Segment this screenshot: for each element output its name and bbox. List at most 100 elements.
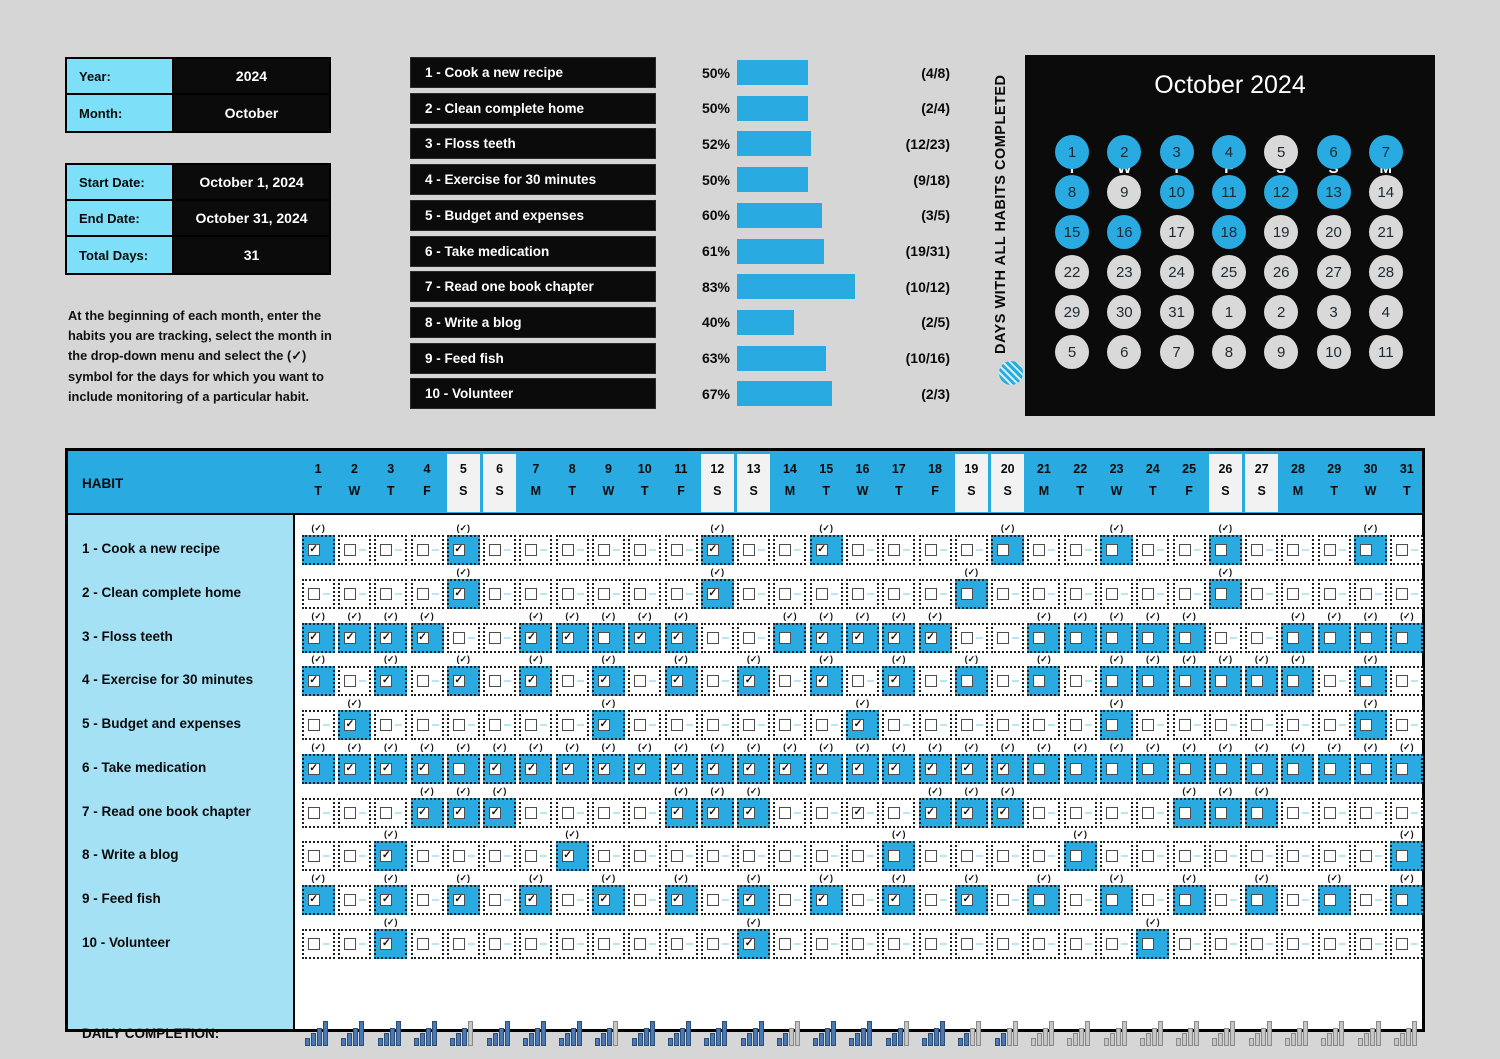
completion-checkbox[interactable] [1360,675,1373,688]
completion-checkbox[interactable]: ✓ [380,893,393,907]
completion-checkbox[interactable] [851,675,864,688]
completion-checkbox[interactable] [561,894,574,907]
completion-checkbox[interactable] [1178,675,1191,688]
habit-day-cell[interactable] [628,578,662,609]
completion-checkbox[interactable] [1360,587,1373,600]
completion-checkbox[interactable] [1069,937,1082,950]
completion-checkbox[interactable] [1323,937,1336,950]
completion-checkbox[interactable]: ✓ [851,805,864,819]
completion-checkbox[interactable] [1396,937,1409,950]
completion-checkbox[interactable] [1214,631,1227,644]
completion-checkbox[interactable] [489,587,502,600]
completion-checkbox[interactable] [1033,937,1046,950]
completion-checkbox[interactable] [815,806,828,819]
habit-day-cell[interactable]: ✓ [737,666,771,697]
completion-checkbox[interactable] [1287,719,1300,732]
completion-checkbox[interactable] [1251,675,1264,688]
habit-day-cell[interactable]: ✓ [446,797,480,828]
completion-checkbox[interactable] [815,587,828,600]
habit-day-cell[interactable]: ✓ [809,753,843,784]
completion-checkbox[interactable]: ✓ [670,674,683,688]
habit-day-cell[interactable] [809,841,843,872]
habit-day-cell[interactable] [773,928,807,959]
completion-checkbox[interactable] [1360,631,1373,644]
completion-checkbox[interactable] [1214,675,1227,688]
completion-checkbox[interactable] [1251,587,1264,600]
habit-day-cell[interactable] [410,578,444,609]
habit-day-cell[interactable] [1281,753,1315,784]
habit-day-cell[interactable] [555,928,589,959]
habit-day-cell[interactable] [1027,928,1061,959]
habit-day-cell[interactable] [591,535,625,565]
habit-day-cell[interactable]: ✓ [301,885,335,916]
habit-day-cell[interactable] [1354,535,1388,565]
completion-checkbox[interactable]: ✓ [452,543,465,556]
completion-checkbox[interactable] [489,544,502,556]
completion-checkbox[interactable]: ✓ [815,674,828,688]
habit-day-cell[interactable] [1317,622,1351,653]
completion-checkbox[interactable]: ✓ [706,761,719,775]
habit-day-cell[interactable]: ✓ [882,753,916,784]
habit-day-cell[interactable]: ✓ [809,885,843,916]
completion-checkbox[interactable] [670,850,683,863]
habit-day-cell[interactable] [1245,535,1279,565]
habit-day-cell[interactable] [483,710,517,741]
habit-day-cell[interactable]: ✓ [737,885,771,916]
habit-day-cell[interactable] [555,710,589,741]
completion-checkbox[interactable] [416,544,429,556]
habit-day-cell[interactable] [1172,710,1206,741]
habit-day-cell[interactable] [1172,535,1206,565]
habit-day-cell[interactable] [555,797,589,828]
habit-day-cell[interactable] [301,578,335,609]
habit-day-cell[interactable] [301,841,335,872]
completion-checkbox[interactable] [416,587,429,600]
completion-checkbox[interactable] [343,675,356,688]
habit-day-cell[interactable]: ✓ [519,622,553,653]
habit-day-cell[interactable] [591,578,625,609]
habit-day-cell[interactable] [301,928,335,959]
completion-checkbox[interactable] [1323,544,1336,556]
completion-checkbox[interactable] [1214,894,1227,907]
completion-checkbox[interactable]: ✓ [343,630,356,644]
habit-day-cell[interactable] [773,666,807,697]
completion-checkbox[interactable]: ✓ [525,630,538,644]
completion-checkbox[interactable]: ✓ [924,805,937,819]
habit-day-cell[interactable] [918,535,952,565]
habit-day-cell[interactable] [882,928,916,959]
completion-checkbox[interactable] [525,806,538,819]
completion-checkbox[interactable]: ✓ [452,674,465,688]
habit-day-cell[interactable] [1390,710,1424,741]
habit-day-cell[interactable] [483,666,517,697]
habit-day-cell[interactable] [664,535,698,565]
habit-day-cell[interactable]: ✓ [483,753,517,784]
habit-day-cell[interactable] [555,666,589,697]
habit-day-cell[interactable]: ✓ [700,578,734,609]
completion-checkbox[interactable] [1360,806,1373,819]
completion-checkbox[interactable] [924,675,937,688]
completion-checkbox[interactable] [1106,675,1119,688]
completion-checkbox[interactable]: ✓ [561,849,574,863]
habit-day-cell[interactable] [337,578,371,609]
completion-checkbox[interactable] [1142,544,1155,556]
completion-checkbox[interactable]: ✓ [779,761,792,775]
completion-checkbox[interactable]: ✓ [343,718,356,732]
habit-day-cell[interactable] [1063,753,1097,784]
habit-day-cell[interactable] [1245,841,1279,872]
habit-day-cell[interactable] [1208,797,1242,828]
habit-day-cell[interactable] [519,841,553,872]
habit-day-cell[interactable]: ✓ [628,622,662,653]
habit-day-cell[interactable] [410,841,444,872]
habit-day-cell[interactable] [737,841,771,872]
completion-checkbox[interactable] [343,587,356,600]
habit-day-cell[interactable] [1027,666,1061,697]
completion-checkbox[interactable] [888,806,901,819]
completion-checkbox[interactable]: ✓ [997,761,1010,775]
completion-checkbox[interactable] [924,850,937,863]
completion-checkbox[interactable]: ✓ [597,761,610,775]
habit-day-cell[interactable] [1354,666,1388,697]
completion-checkbox[interactable]: ✓ [960,761,973,775]
completion-checkbox[interactable] [1287,894,1300,907]
habit-day-cell[interactable] [918,841,952,872]
completion-checkbox[interactable]: ✓ [815,543,828,556]
habit-day-cell[interactable]: ✓ [337,753,371,784]
